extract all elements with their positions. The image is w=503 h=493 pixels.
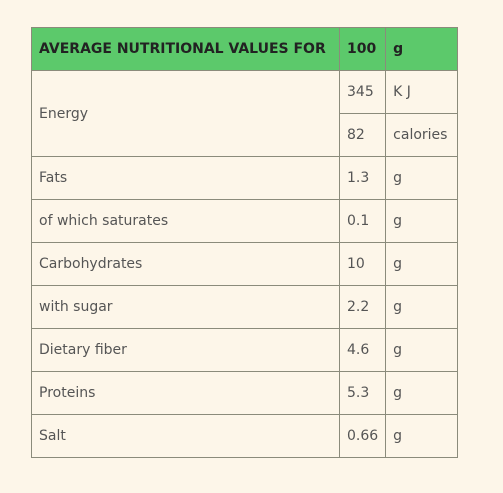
nutrient-row: Carbohydrates 10 g: [31, 242, 458, 286]
nutrient-row: Proteins 5.3 g: [31, 371, 458, 415]
table-body: Energy 345 K J 82 calories Fats 1.3 g of which s…: [31, 70, 458, 458]
nutrient-unit: g: [385, 199, 458, 243]
nutrient-unit: g: [385, 328, 458, 372]
nutrient-unit: g: [385, 371, 458, 415]
nutrient-row: 82 calories: [32, 113, 458, 157]
nutrient-amount: 0.1: [338, 199, 387, 243]
nutrient-label: of which saturates: [31, 199, 340, 243]
nutrient-label: Salt: [31, 414, 340, 458]
nutrient-amount: 10: [338, 242, 387, 286]
nutrient-unit: calories: [385, 113, 458, 157]
nutrient-unit: g: [385, 156, 458, 200]
header-amount: 100: [338, 27, 387, 71]
nutrient-amount: 5.3: [338, 371, 387, 415]
nutrient-unit: K J: [385, 70, 458, 114]
nutrient-unit: g: [385, 242, 458, 286]
header-unit: g: [385, 27, 458, 71]
nutrient-row: Energy 345 K J: [31, 70, 458, 157]
nutrient-unit: g: [385, 414, 458, 458]
nutrient-row: with sugar 2.2 g: [31, 285, 458, 329]
nutrient-unit: g: [385, 285, 458, 329]
nutrient-label: with sugar: [31, 285, 340, 329]
nutrient-label: Fats: [31, 156, 340, 200]
nutrient-row: Fats 1.3 g: [31, 156, 458, 200]
nutrient-label: Dietary fiber: [31, 328, 340, 372]
nutrient-row: of which saturates 0.1 g: [31, 199, 458, 243]
nutrient-amount: 2.2: [338, 285, 387, 329]
nutrient-row: Salt 0.66 g: [31, 414, 458, 458]
nutrient-amount: 0.66: [338, 414, 387, 458]
nutrient-amount: 345: [338, 70, 387, 114]
nutrient-amount: 1.3: [338, 156, 387, 200]
nutrient-label: Energy: [31, 70, 340, 157]
header-title: AVERAGE NUTRITIONAL VALUES FOR: [31, 27, 340, 71]
header-row: AVERAGE NUTRITIONAL VALUES FOR 100 g: [31, 27, 458, 71]
nutrient-row: Dietary fiber 4.6 g: [31, 328, 458, 372]
table-head: AVERAGE NUTRITIONAL VALUES FOR 100 g: [31, 27, 458, 71]
nutrition-table: AVERAGE NUTRITIONAL VALUES FOR 100 g Ene…: [31, 27, 458, 458]
nutrient-amount: 4.6: [338, 328, 387, 372]
nutrient-label: Carbohydrates: [31, 242, 340, 286]
nutrient-amount: 82: [338, 113, 387, 157]
nutrient-label: Proteins: [31, 371, 340, 415]
